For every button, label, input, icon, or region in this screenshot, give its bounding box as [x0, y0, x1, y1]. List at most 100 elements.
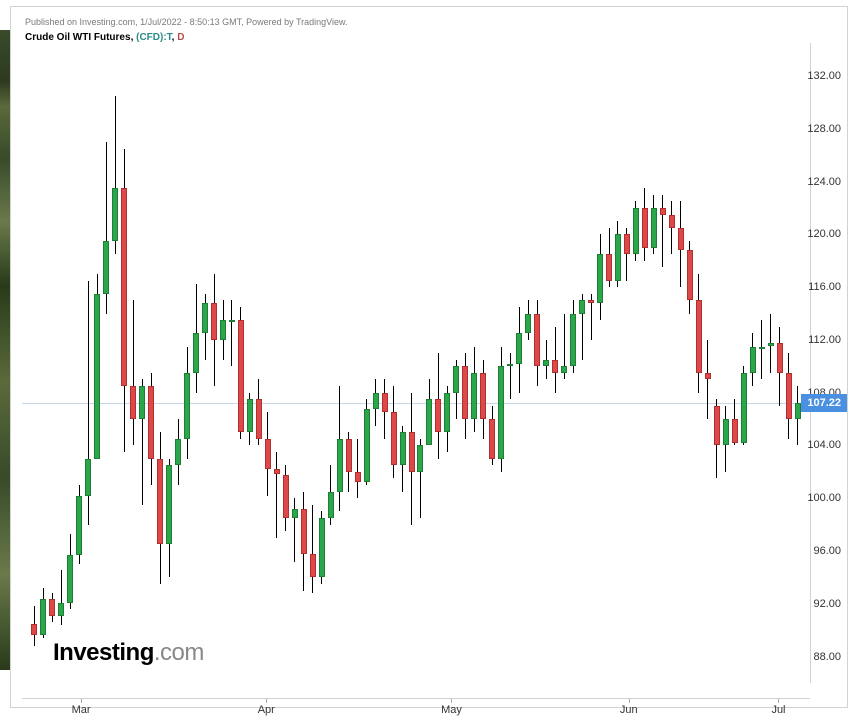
candle-body: [570, 314, 576, 367]
candle-body: [184, 373, 190, 439]
y-axis-label: 124.00: [807, 176, 841, 188]
candle-body: [426, 399, 432, 445]
candle-body: [669, 215, 675, 228]
candle-body: [750, 347, 756, 373]
candle-body: [606, 254, 612, 280]
candle-wick: [510, 353, 511, 399]
y-axis-label: 96.00: [813, 545, 841, 557]
candle-body: [319, 518, 325, 577]
candle-body: [777, 343, 783, 373]
instrument-title: Crude Oil WTI Futures, (CFD):T, D: [25, 32, 184, 43]
candle-body: [561, 366, 567, 373]
candle-body: [391, 412, 397, 465]
candle-body: [543, 360, 549, 367]
y-axis-label: 120.00: [807, 228, 841, 240]
x-axis-label: May: [441, 704, 462, 716]
candle-body: [247, 399, 253, 432]
candle-body: [355, 472, 361, 483]
chart-area[interactable]: [22, 43, 810, 683]
candle-body: [552, 360, 558, 373]
candle-body: [615, 234, 621, 280]
candle-body: [480, 373, 486, 419]
y-axis-label: 104.00: [807, 439, 841, 451]
candle-body: [49, 599, 55, 616]
candle-body: [642, 208, 648, 248]
candle-body: [328, 492, 334, 518]
candle-body: [417, 445, 423, 471]
candle-body: [498, 366, 504, 458]
instrument-interval: D: [177, 32, 184, 43]
x-axis: MarAprMayJunJul: [22, 698, 810, 699]
x-axis-label: Mar: [72, 704, 91, 716]
y-axis: 88.0092.0096.00100.00104.00108.00112.001…: [799, 43, 847, 683]
candle-body: [310, 554, 316, 578]
candle-body: [525, 314, 531, 334]
candle-body: [400, 432, 406, 465]
y-axis-label: 116.00: [808, 281, 841, 293]
investing-logo: Investing.com: [53, 639, 204, 667]
candle-body: [732, 419, 738, 443]
candle-wick: [294, 498, 295, 561]
x-axis-label: Jun: [620, 704, 638, 716]
candle-body: [516, 333, 522, 363]
candle-body: [588, 300, 594, 303]
candle-body: [489, 419, 495, 459]
candle-body: [220, 320, 226, 340]
candle-body: [157, 459, 163, 545]
candle-body: [265, 439, 271, 469]
candle-body: [148, 386, 154, 459]
candle-body: [337, 439, 343, 492]
chart-plot[interactable]: [22, 43, 811, 683]
candle-body: [364, 409, 370, 483]
candle-body: [139, 386, 145, 419]
candle-body: [660, 208, 666, 215]
candle-body: [409, 432, 415, 472]
candle-body: [435, 399, 441, 432]
candle-wick: [761, 320, 762, 379]
candle-body: [687, 250, 693, 300]
x-axis-label: Apr: [258, 704, 275, 716]
sidebar-photo-sliver: [0, 30, 10, 670]
candle-body: [741, 373, 747, 443]
candle-wick: [61, 570, 62, 625]
candle-body: [166, 465, 172, 544]
candle-wick: [312, 505, 313, 593]
candle-body: [112, 188, 118, 241]
candle-body: [40, 599, 46, 636]
candle-body: [696, 300, 702, 373]
candle-body: [274, 469, 280, 474]
candle-body: [202, 303, 208, 333]
candle-body: [768, 343, 774, 347]
candle-wick: [231, 300, 232, 366]
candle-body: [597, 254, 603, 303]
candle-body: [283, 475, 289, 519]
y-axis-label: 88.00: [813, 651, 841, 663]
current-price-flag: 107.22: [801, 394, 847, 412]
candle-body: [453, 366, 459, 392]
candle-wick: [671, 201, 672, 254]
published-header: Published on Investing.com, 1/Jul/2022 -…: [25, 17, 348, 27]
candle-wick: [276, 452, 277, 538]
candle-body: [256, 399, 262, 439]
candle-body: [382, 393, 388, 413]
candle-body: [759, 347, 765, 349]
candle-body: [238, 320, 244, 432]
candle-body: [31, 624, 37, 636]
candle-body: [786, 373, 792, 419]
y-axis-label: 132.00: [807, 70, 841, 82]
candle-body: [103, 241, 109, 294]
candle-body: [534, 314, 540, 367]
candle-body: [85, 459, 91, 496]
candle-body: [211, 303, 217, 340]
candle-body: [175, 439, 181, 465]
candle-body: [633, 208, 639, 254]
candle-body: [292, 509, 298, 518]
candle-wick: [357, 439, 358, 498]
candle-body: [507, 364, 513, 367]
candle-body: [94, 294, 100, 459]
candle-wick: [133, 300, 134, 445]
candle-body: [58, 603, 64, 616]
candle-body: [579, 300, 585, 313]
candle-body: [229, 320, 235, 322]
instrument-exchange: (CFD):T: [136, 32, 172, 43]
